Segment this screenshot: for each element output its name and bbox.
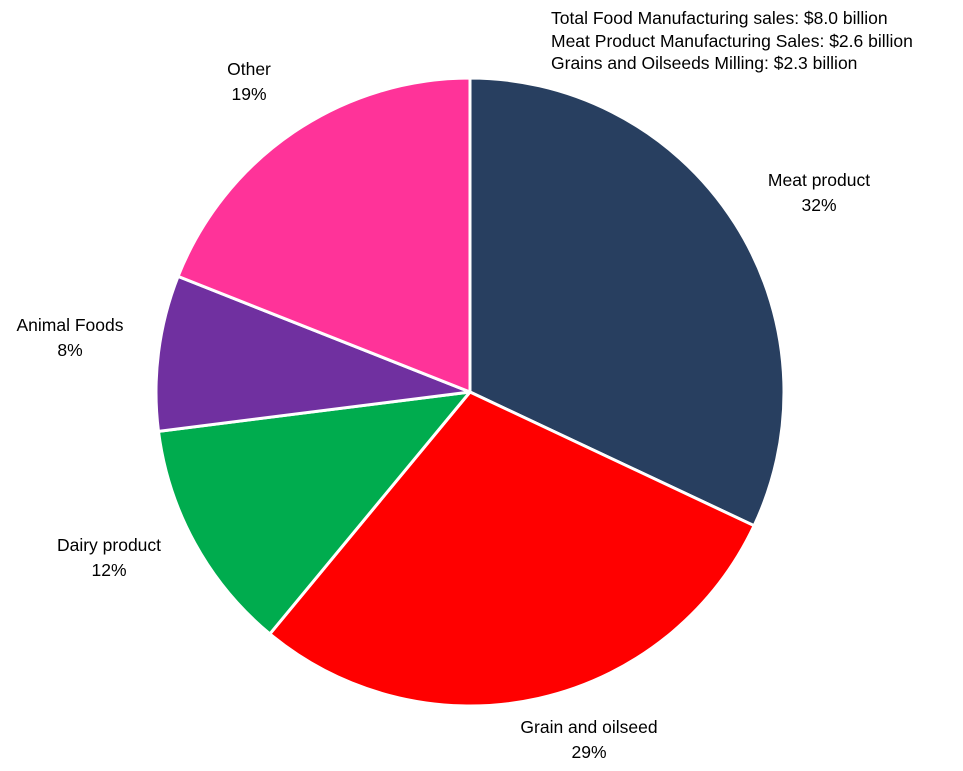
slice-label-other: Other [227,59,271,79]
slice-percent-dairy-product: 12% [91,560,126,580]
summary-notes: Total Food Manufacturing sales: $8.0 bil… [551,7,913,75]
slice-percent-animal-foods: 8% [57,340,82,360]
note-total-food-sales: Total Food Manufacturing sales: $8.0 bil… [551,8,888,28]
slice-percent-other: 19% [231,84,266,104]
slice-percent-meat-product: 32% [801,195,836,215]
slice-percent-grain-and-oilseed: 29% [571,742,606,762]
note-meat-sales: Meat Product Manufacturing Sales: $2.6 b… [551,30,913,51]
pie-slice-meat-product [468,76,786,528]
pie-slice-animal-foods [154,274,472,433]
pie-slice-grain-and-oilseed [268,390,756,708]
pie-slice-dairy-product [156,390,472,636]
slice-label-meat-product: Meat product [768,170,870,190]
slice-label-animal-foods: Animal Foods [17,315,124,335]
slice-label-grain-and-oilseed: Grain and oilseed [520,717,657,737]
pie-slice-other [176,76,472,394]
slice-label-dairy-product: Dairy product [57,535,161,555]
note-grains-milling: Grains and Oilseeds Milling: $2.3 billio… [551,53,858,73]
